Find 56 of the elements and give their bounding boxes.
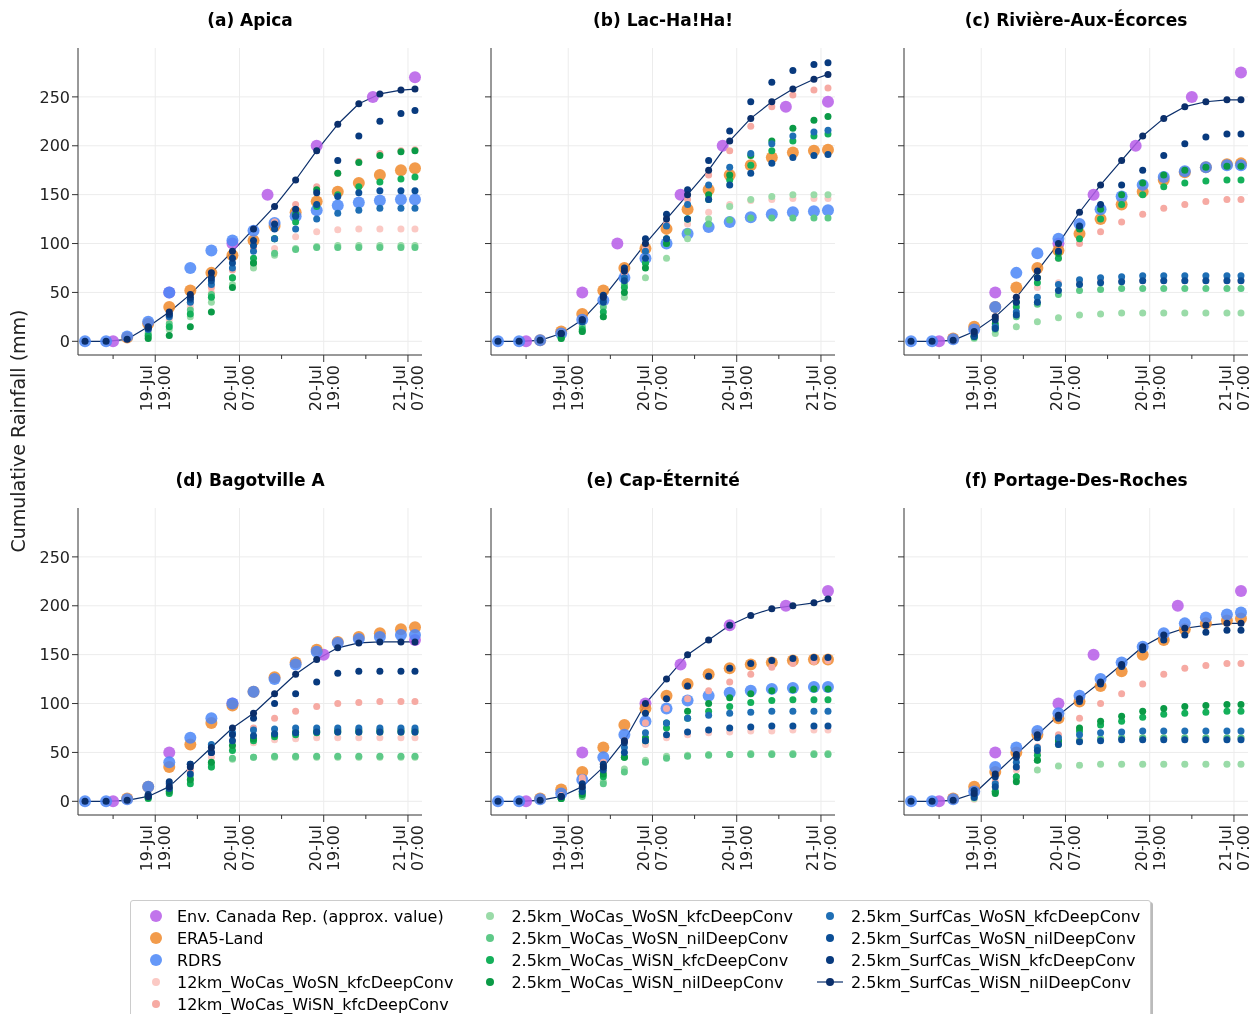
x-tick-label: 20-Jul 07:00 — [1047, 365, 1085, 412]
chart-title: (f) Portage-Des-Roches — [963, 469, 1189, 492]
x-tick-label: 21-Jul 07:00 — [389, 825, 427, 872]
y-tick-label: 0 — [59, 331, 70, 351]
x-tick-label: 20-Jul 07:00 — [221, 825, 259, 872]
y-tick-label: 250 — [39, 547, 70, 567]
x-tick-label: 20-Jul 07:00 — [634, 825, 672, 872]
x-tick-label: 19-Jul 19:00 — [963, 825, 1001, 872]
legend-label: 2.5km_WoCas_WiSN_kfcDeepConv — [511, 950, 789, 970]
legend-label: 2.5km_WoCas_WiSN_nilDeepConv — [511, 972, 784, 992]
y-tick-label: 0 — [59, 791, 70, 811]
x-tick-label: 20-Jul 19:00 — [718, 825, 756, 872]
x-tick-label: 20-Jul 19:00 — [1131, 365, 1169, 412]
legend-label: RDRS — [177, 950, 222, 970]
chart-title: (b) Lac-Ha!Ha! — [592, 9, 734, 32]
legend-label: ERA5-Land — [177, 928, 264, 948]
x-tick-label: 19-Jul 19:00 — [550, 825, 588, 872]
legend-label: 12km_WoCas_WiSN_kfcDeepConv — [177, 994, 449, 1014]
chart-title: (e) Cap-Éternité — [585, 468, 741, 492]
legend-label: 2.5km_SurfCas_WiSN_kfcDeepConv — [850, 950, 1136, 970]
y-tick-label: 200 — [39, 596, 70, 616]
x-tick-label: 20-Jul 07:00 — [221, 365, 259, 412]
y-tick-label: 100 — [39, 234, 70, 254]
x-tick-label: 19-Jul 19:00 — [137, 365, 175, 412]
x-tick-label: 21-Jul 07:00 — [389, 365, 427, 412]
y-tick-label: 150 — [39, 645, 70, 665]
legend-label: 2.5km_SurfCas_WoSN_kfcDeepConv — [850, 906, 1141, 926]
legend-label: Env. Canada Rep. (approx. value) — [177, 906, 444, 926]
x-tick-label: 20-Jul 19:00 — [305, 825, 343, 872]
y-tick-label: 50 — [49, 743, 70, 763]
y-tick-label: 250 — [39, 87, 70, 107]
x-tick-label: 20-Jul 07:00 — [634, 365, 672, 412]
x-tick-label: 21-Jul 07:00 — [802, 825, 840, 872]
legend-label: 2.5km_SurfCas_WiSN_nilDeepConv — [850, 972, 1131, 992]
chart-title: (d) Bagotville A — [174, 469, 326, 492]
y-tick-label: 200 — [39, 136, 70, 156]
legend-label: 12km_WoCas_WoSN_kfcDeepConv — [177, 972, 454, 992]
x-tick-label: 19-Jul 19:00 — [550, 365, 588, 412]
legend-label: 2.5km_WoCas_WoSN_nilDeepConv — [511, 928, 789, 948]
y-axis-title: Cumulative Rainfall (mm) — [7, 308, 29, 555]
x-tick-label: 20-Jul 07:00 — [1047, 825, 1085, 872]
x-tick-label: 21-Jul 07:00 — [1215, 825, 1253, 872]
x-tick-label: 19-Jul 19:00 — [137, 825, 175, 872]
x-tick-label: 20-Jul 19:00 — [1131, 825, 1169, 872]
x-tick-label: 21-Jul 07:00 — [1215, 365, 1253, 412]
legend-label: 2.5km_WoCas_WoSN_kfcDeepConv — [511, 906, 793, 926]
x-tick-label: 21-Jul 07:00 — [802, 365, 840, 412]
x-tick-label: 20-Jul 19:00 — [305, 365, 343, 412]
chart-title: (c) Rivière-Aux-Écorces — [963, 8, 1189, 32]
chart-title: (a) Apica — [206, 9, 294, 32]
y-tick-label: 150 — [39, 185, 70, 205]
y-tick-label: 50 — [49, 283, 70, 303]
x-tick-label: 20-Jul 19:00 — [718, 365, 756, 412]
x-tick-label: 19-Jul 19:00 — [963, 365, 1001, 412]
legend-label: 2.5km_SurfCas_WoSN_nilDeepConv — [850, 928, 1136, 948]
y-tick-label: 100 — [39, 694, 70, 714]
